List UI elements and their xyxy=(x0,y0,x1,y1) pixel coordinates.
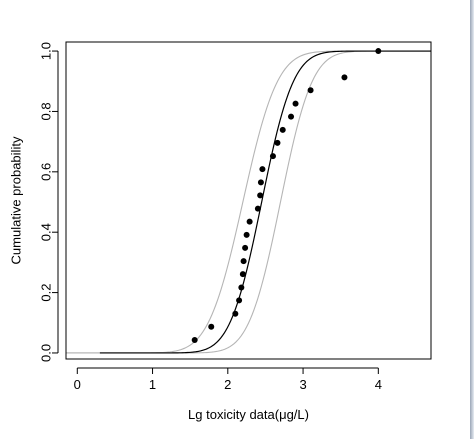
axes-group: 0 1 2 3 4 0.0 0.2 0.4 0.6 0.8 1.0 xyxy=(39,41,432,392)
fitted-curve xyxy=(99,50,431,354)
confidence-band-1 xyxy=(66,50,431,354)
y-tick-label-0.0: 0.0 xyxy=(39,344,54,362)
data-point-3 xyxy=(232,310,239,317)
y-tick-label-0.2: 0.2 xyxy=(39,284,54,302)
data-point-21 xyxy=(341,74,348,81)
data-point-5 xyxy=(238,284,245,291)
data-point-15 xyxy=(269,153,276,160)
data-point-22 xyxy=(375,48,382,55)
data-point-9 xyxy=(243,231,250,238)
window-edge xyxy=(470,0,474,439)
data-point-13 xyxy=(257,179,264,186)
data-point-14 xyxy=(259,166,266,173)
data-point-19 xyxy=(292,100,299,107)
x-tick-label-1: 1 xyxy=(149,377,156,392)
x-tick-label-0: 0 xyxy=(74,377,81,392)
data-point-7 xyxy=(240,258,247,265)
data-point-8 xyxy=(242,244,249,251)
y-axis-title: Cumulative probability xyxy=(9,136,24,264)
points-group xyxy=(191,48,382,343)
x-tick-label-2: 2 xyxy=(224,377,231,392)
y-tick-label-0.4: 0.4 xyxy=(39,223,54,241)
data-point-1 xyxy=(191,336,198,343)
y-tick-label-0.6: 0.6 xyxy=(39,163,54,181)
data-point-6 xyxy=(239,271,246,278)
y-tick-label-0.8: 0.8 xyxy=(39,102,54,120)
curves-group xyxy=(66,50,431,354)
data-point-10 xyxy=(246,218,253,225)
data-point-2 xyxy=(208,323,215,330)
x-tick-label-3: 3 xyxy=(299,377,306,392)
data-point-16 xyxy=(274,139,281,146)
y-tick-label-1.0: 1.0 xyxy=(39,42,54,60)
plot-box xyxy=(65,41,432,360)
data-point-18 xyxy=(288,113,295,120)
data-point-20 xyxy=(307,87,314,94)
data-point-12 xyxy=(257,192,264,199)
data-point-4 xyxy=(236,297,243,304)
data-point-17 xyxy=(279,126,286,133)
x-tick-label-4: 4 xyxy=(375,377,382,392)
x-axis-title: Lg toxicity data(μg/L) xyxy=(188,407,309,422)
data-point-11 xyxy=(254,205,261,212)
confidence-band-2 xyxy=(66,50,431,354)
